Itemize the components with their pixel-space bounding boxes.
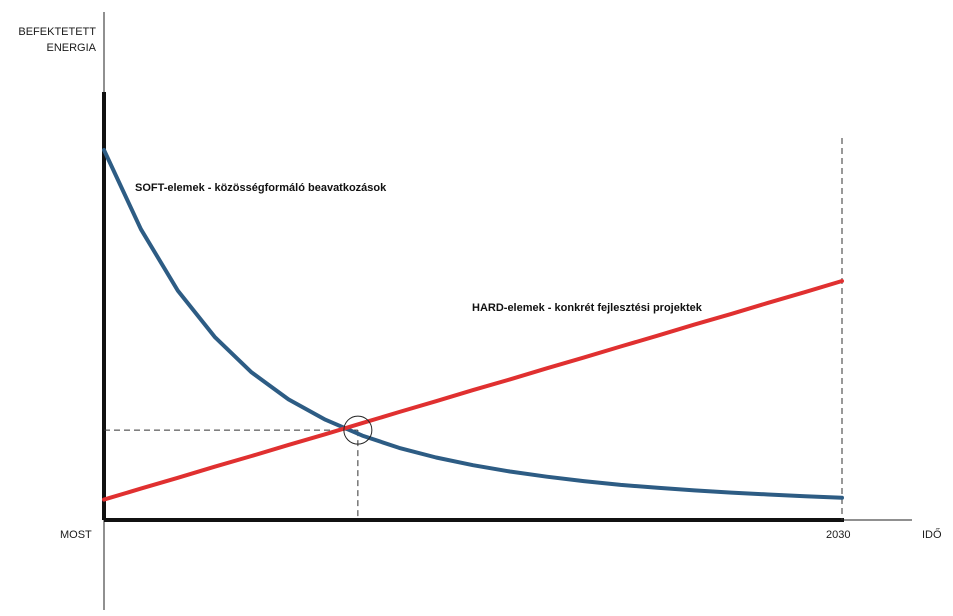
y-axis-label-line-2: ENERGIA: [46, 42, 96, 54]
series-line-soft: [102, 148, 844, 500]
x-axis-start-label: MOST: [60, 529, 92, 541]
x-axis-end-label: 2030: [826, 529, 850, 541]
intersection-marker: [343, 415, 373, 445]
series-line-hard: [102, 279, 844, 502]
y-axis-label-line-1: BEFEKTETETT: [18, 26, 96, 38]
x-axis-label: IDŐ: [922, 527, 942, 541]
series-label-hard: HARD-elemek - konkrét fejlesztési projek…: [472, 302, 703, 314]
series-label-soft: SOFT-elemek - közösségformáló beavatkozá…: [135, 182, 387, 194]
